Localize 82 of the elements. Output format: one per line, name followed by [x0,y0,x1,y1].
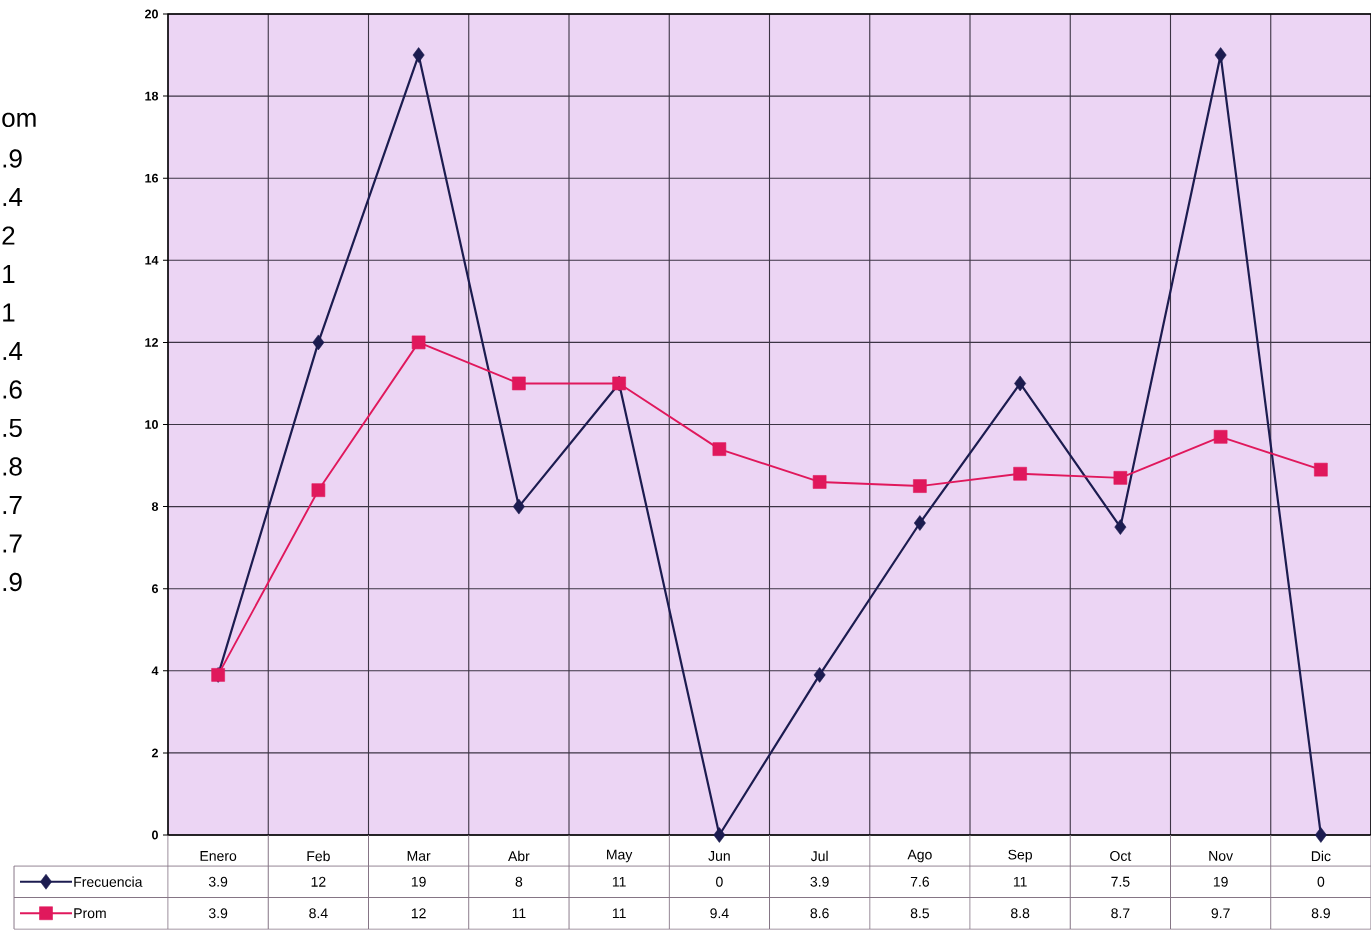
y-tick-label: 4 [151,666,159,676]
x-tick-label: Abr [508,850,530,862]
point [1314,462,1328,477]
text: .4 [3,188,23,206]
x-tick-label: Ago [907,849,932,863]
x-tick-label: May [607,849,633,863]
data-label: 7.5 [1111,876,1130,887]
y-tick-label: 0 [152,830,158,840]
data-label: 9.7 [1211,908,1230,919]
y-tick-label: 16 [145,173,159,183]
text: 1 [3,303,15,322]
legend-label: Prom [74,908,106,919]
point [411,335,426,350]
point [813,667,826,683]
data-label: 11 [612,876,626,887]
data-label: 8.8 [1011,908,1030,919]
point [713,827,726,843]
data-label: 3.9 [208,908,228,919]
data-label: 8.6 [810,908,829,919]
point [913,515,926,531]
data-label: 11 [1013,876,1027,887]
point [812,475,827,489]
data-label: 7.6 [910,876,929,887]
point [412,47,425,63]
text: .7 [3,534,22,553]
point [1214,47,1227,63]
legend-label: Frecuencia [74,876,143,887]
point [512,376,526,391]
text: om [2,112,36,128]
x-tick-label: Enero [200,851,237,861]
x-tick-label: Nov [1209,851,1234,861]
text: .5 [3,418,22,438]
text: .7 [3,496,22,514]
data-label: 11 [612,908,626,919]
x-tick-label: Sep [1008,849,1032,863]
data-label: 0 [716,876,723,887]
point [512,498,525,515]
data-label: 3.9 [810,876,829,887]
point [1113,471,1128,485]
point [1314,827,1327,843]
x-tick-label: Dic [1311,850,1331,862]
x-tick-label: Oct [1110,851,1132,861]
text: .8 [3,457,22,476]
point [311,483,326,497]
data-label: 9.4 [710,908,729,919]
point [913,479,927,493]
data-label: 19 [411,876,426,887]
x-tick-label: Mar [407,851,431,861]
y-tick-label: 2 [151,748,158,758]
y-tick-label: 14 [145,256,159,265]
data-label: 8.9 [1311,908,1330,919]
point [1014,375,1027,392]
text: .6 [3,380,22,399]
data-label: 19 [1213,876,1228,887]
y-tick-label: 20 [145,9,158,19]
text: .9 [3,149,22,168]
y-tick-label: 10 [145,420,158,429]
data-label: 8 [515,876,523,887]
data-label: 8.4 [309,908,328,919]
y-tick-label: 8 [151,502,159,512]
data-label: 12 [411,908,426,919]
data-label: 8.7 [1111,908,1130,919]
point [1013,466,1027,481]
x-tick-label: Jul [810,850,828,862]
x-tick-label: Jun [708,851,730,861]
y-tick-label: 12 [145,338,158,347]
data-label: 11 [512,908,526,919]
point [712,442,727,456]
y-tick-label: 18 [145,91,159,101]
x-tick-label: Feb [307,850,330,862]
data-label: 8.5 [910,908,930,919]
text: .4 [3,342,23,360]
text: 2 [2,226,15,245]
text: 1 [3,265,15,283]
data-label: 12 [311,876,326,887]
point [1213,430,1228,444]
text: .9 [3,572,22,592]
data-label: 3.9 [208,876,228,887]
point [312,334,325,351]
y-tick-label: 6 [151,584,159,594]
data-label: 0 [1317,876,1325,887]
point [1114,519,1127,535]
